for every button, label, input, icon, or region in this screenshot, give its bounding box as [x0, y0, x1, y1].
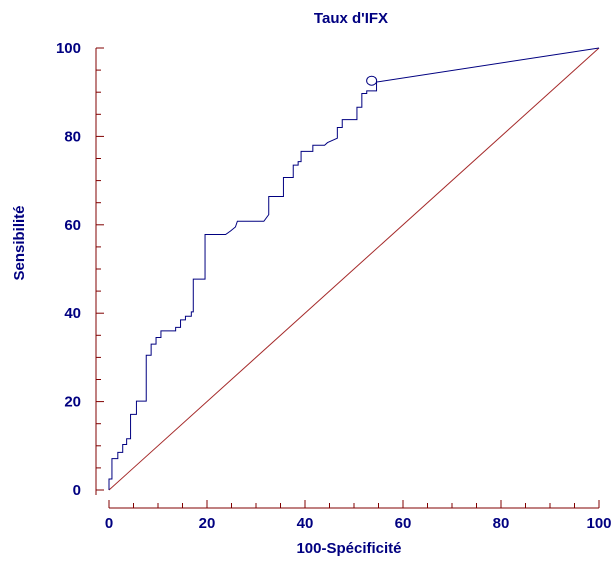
plot-area	[108, 47, 600, 491]
chart-title: Taux d'IFX	[314, 10, 388, 27]
x-axis-ticks: 0 20 40 60 80 100	[105, 500, 612, 532]
x-tick-label: 20	[199, 515, 216, 532]
x-tick-label: 0	[105, 515, 113, 532]
y-axis-label: Sensibilité	[11, 205, 28, 280]
x-tick-label: 100	[586, 515, 611, 532]
y-tick-label: 40	[64, 305, 81, 322]
y-tick-label: 100	[56, 40, 81, 57]
y-tick-label: 80	[64, 128, 81, 145]
y-axis-ticks: 0 20 40 60 80 100	[56, 40, 104, 499]
roc-curve	[108, 47, 600, 490]
y-tick-label: 0	[73, 482, 81, 499]
x-axis-label: 100-Spécificité	[296, 540, 401, 557]
y-tick-label: 20	[64, 394, 81, 411]
x-tick-label: 80	[493, 515, 510, 532]
x-tick-label: 60	[395, 515, 412, 532]
y-tick-label: 60	[64, 217, 81, 234]
criterion-marker	[366, 75, 378, 86]
x-tick-label: 40	[297, 515, 314, 532]
reference-diagonal	[108, 47, 600, 491]
